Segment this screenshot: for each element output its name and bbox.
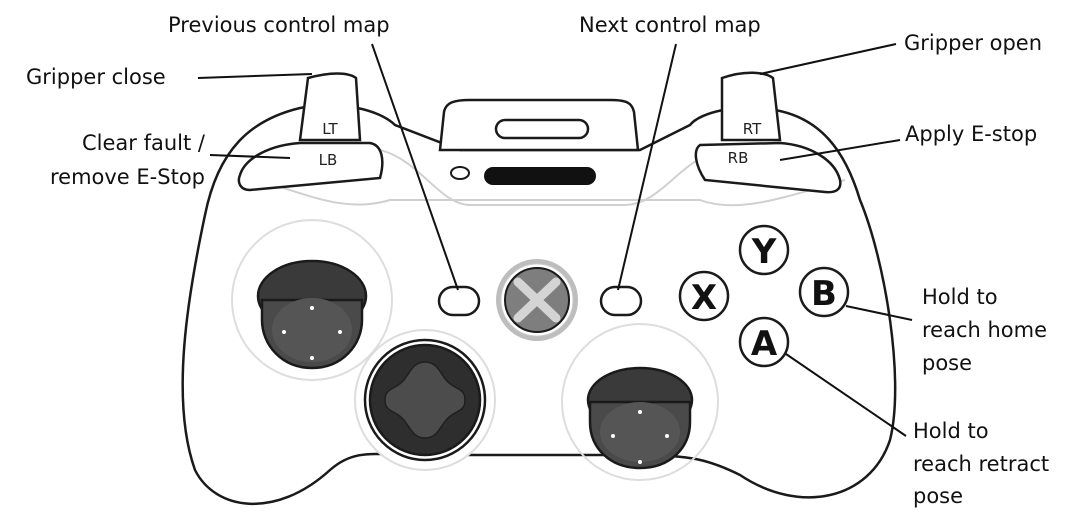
- left-bumper[interactable]: LB: [237, 141, 384, 192]
- callout-previous-map: Previous control map: [168, 13, 390, 37]
- button-b[interactable]: B: [798, 266, 850, 318]
- callout-retract-line3: pose: [913, 484, 963, 508]
- left-thumbstick[interactable]: [231, 219, 393, 381]
- right-thumbstick[interactable]: [561, 323, 719, 481]
- lt-label: LT: [322, 120, 338, 138]
- dpad-icon: [384, 361, 466, 439]
- top-connector: [438, 98, 640, 185]
- button-x[interactable]: X: [678, 270, 730, 322]
- back-button[interactable]: [437, 285, 481, 317]
- svg-text:B: B: [811, 274, 837, 314]
- svg-text:X: X: [691, 278, 717, 318]
- callout-home-line3: pose: [922, 351, 972, 375]
- lb-label: LB: [319, 151, 338, 169]
- svg-text:Y: Y: [751, 232, 777, 272]
- callout-clear-fault-line2: remove E-Stop: [50, 165, 205, 189]
- callout-gripper-open: Gripper open: [904, 31, 1042, 55]
- callout-next-map: Next control map: [579, 13, 761, 37]
- xbox-guide-icon: [513, 277, 561, 323]
- callout-apply-estop: Apply E-stop: [905, 122, 1037, 146]
- leader-lines: [197, 43, 913, 437]
- callout-retract-line1: Hold to: [913, 419, 989, 443]
- button-a[interactable]: A: [738, 316, 790, 368]
- callout-clear-fault-line1: Clear fault /: [82, 131, 206, 155]
- svg-text:A: A: [751, 324, 778, 364]
- guide-button[interactable]: [496, 259, 578, 341]
- callout-home-line1: Hold to: [922, 285, 998, 309]
- start-button[interactable]: [599, 285, 643, 317]
- dpad[interactable]: [354, 329, 496, 471]
- callout-gripper-close: Gripper close: [26, 65, 166, 89]
- callout-home-line2: reach home: [922, 318, 1047, 342]
- left-trigger[interactable]: LT: [298, 72, 362, 142]
- callout-retract-line2: reach retract: [913, 452, 1049, 476]
- button-y[interactable]: Y: [738, 224, 790, 276]
- right-trigger[interactable]: RT: [720, 71, 782, 142]
- rb-label: RB: [728, 149, 749, 167]
- rt-label: RT: [743, 120, 762, 138]
- callouts: Gripper close Previous control map Next …: [26, 13, 1049, 508]
